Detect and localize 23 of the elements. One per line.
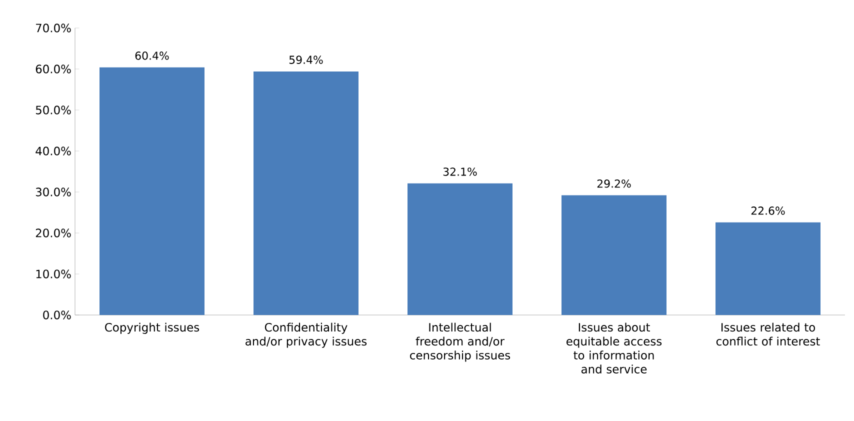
bar bbox=[100, 67, 205, 315]
x-tick-label: Issues about equitable access to information and service bbox=[566, 322, 662, 374]
y-tick-label: 50.0% bbox=[36, 106, 71, 114]
bar bbox=[562, 195, 667, 315]
x-tick-label: Confidentiality and/or privacy issues bbox=[246, 322, 367, 348]
y-tick-label: 40.0% bbox=[36, 146, 71, 156]
x-tick-label: Copyright issues bbox=[105, 322, 200, 334]
y-tick-label: 70.0% bbox=[36, 24, 71, 32]
bar bbox=[254, 71, 359, 315]
y-tick-label: 10.0% bbox=[36, 270, 71, 278]
data-label: 22.6% bbox=[751, 206, 785, 215]
data-label: 59.4% bbox=[289, 56, 323, 64]
data-label: 32.1% bbox=[443, 168, 477, 176]
y-tick-label: 30.0% bbox=[36, 188, 71, 196]
bar bbox=[716, 222, 821, 315]
y-tick-label: 60.0% bbox=[36, 64, 71, 74]
data-label: 60.4% bbox=[135, 52, 169, 60]
x-tick-label: Issues related to conflict of interest bbox=[716, 322, 820, 346]
bar bbox=[408, 183, 513, 315]
data-label: 29.2% bbox=[597, 179, 631, 188]
x-tick-label: Intellectual freedom and/or censorship issues bbox=[410, 322, 510, 362]
y-tick-label: 20.0% bbox=[36, 228, 71, 238]
y-tick-label: 0.0% bbox=[43, 310, 71, 320]
